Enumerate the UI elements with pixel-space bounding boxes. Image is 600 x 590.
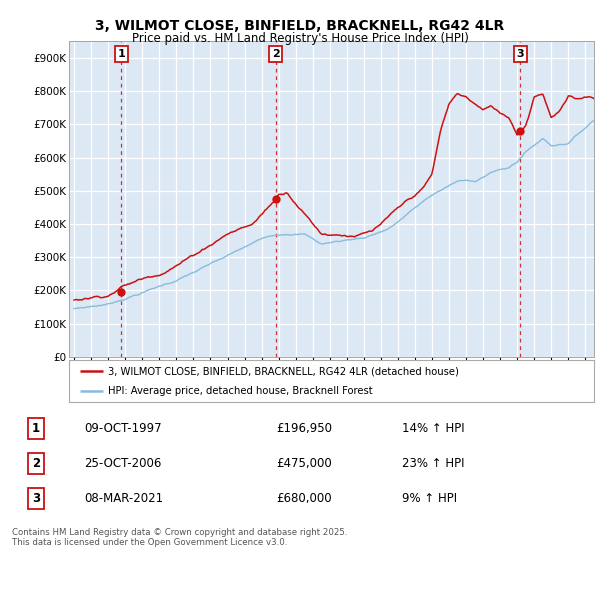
Text: £680,000: £680,000 bbox=[276, 492, 332, 505]
Text: 3, WILMOT CLOSE, BINFIELD, BRACKNELL, RG42 4LR: 3, WILMOT CLOSE, BINFIELD, BRACKNELL, RG… bbox=[95, 19, 505, 33]
Text: 1: 1 bbox=[118, 49, 125, 59]
Text: 2: 2 bbox=[32, 457, 40, 470]
Text: 09-OCT-1997: 09-OCT-1997 bbox=[84, 422, 161, 435]
Text: 08-MAR-2021: 08-MAR-2021 bbox=[84, 492, 163, 505]
Text: £475,000: £475,000 bbox=[276, 457, 332, 470]
Text: 23% ↑ HPI: 23% ↑ HPI bbox=[402, 457, 464, 470]
Text: 3: 3 bbox=[32, 492, 40, 505]
Text: 25-OCT-2006: 25-OCT-2006 bbox=[84, 457, 161, 470]
Text: 1: 1 bbox=[32, 422, 40, 435]
Text: 3, WILMOT CLOSE, BINFIELD, BRACKNELL, RG42 4LR (detached house): 3, WILMOT CLOSE, BINFIELD, BRACKNELL, RG… bbox=[109, 366, 459, 376]
Text: 9% ↑ HPI: 9% ↑ HPI bbox=[402, 492, 457, 505]
Text: 14% ↑ HPI: 14% ↑ HPI bbox=[402, 422, 464, 435]
Text: HPI: Average price, detached house, Bracknell Forest: HPI: Average price, detached house, Brac… bbox=[109, 386, 373, 396]
Text: £196,950: £196,950 bbox=[276, 422, 332, 435]
Text: Contains HM Land Registry data © Crown copyright and database right 2025.
This d: Contains HM Land Registry data © Crown c… bbox=[12, 528, 347, 548]
Text: 2: 2 bbox=[272, 49, 280, 59]
Text: Price paid vs. HM Land Registry's House Price Index (HPI): Price paid vs. HM Land Registry's House … bbox=[131, 32, 469, 45]
Text: 3: 3 bbox=[517, 49, 524, 59]
